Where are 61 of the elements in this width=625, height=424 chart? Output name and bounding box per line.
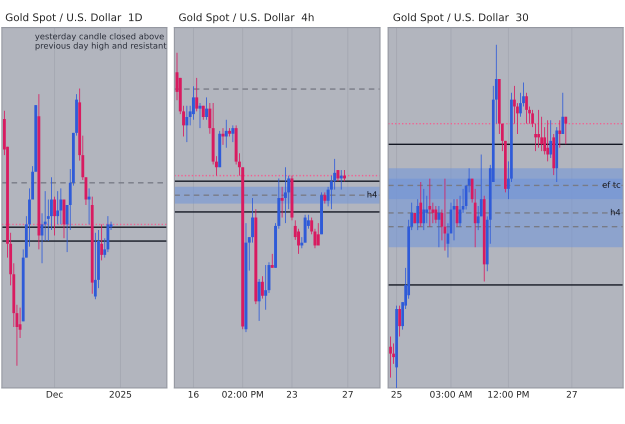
candlestick [444, 178, 446, 252]
candlestick [53, 196, 56, 236]
ref-line-label: h4 [610, 208, 620, 216]
candlestick [537, 110, 540, 148]
candlestick [561, 92, 564, 134]
candlestick [422, 188, 426, 230]
candlestick [231, 124, 234, 143]
candlestick [100, 224, 104, 261]
candlestick [251, 198, 254, 244]
text: yesterday candle closed above previous day high and resistant [35, 32, 166, 50]
x-tick-label: 25 [392, 390, 402, 398]
candlestick [340, 170, 343, 190]
candlestick [525, 92, 528, 124]
candlestick [452, 198, 456, 241]
candlestick [198, 102, 202, 129]
candlestick [195, 77, 198, 112]
candlestick [438, 206, 440, 248]
chart-title: Gold Spot / U.S. Dollar 1D [6, 13, 142, 24]
candlestick [343, 170, 346, 182]
candlestick [336, 170, 340, 182]
candlestick [222, 128, 224, 146]
ref-line-label: h4 [368, 191, 377, 198]
candlestick [416, 198, 420, 230]
candlestick [419, 182, 422, 228]
candlestick [456, 198, 458, 228]
x-tick-label: 2025 [110, 390, 132, 398]
candlestick [389, 336, 392, 378]
candlestick [284, 166, 287, 224]
candlestick [280, 186, 284, 218]
candlestick [264, 264, 268, 310]
ref-line-label: ef tc [602, 181, 620, 188]
candlestick [323, 192, 326, 204]
candlestick [185, 105, 188, 143]
candlestick [270, 253, 274, 268]
x-tick-label: 03:00 AM [430, 390, 472, 398]
candlestick [531, 110, 534, 128]
candlestick [260, 276, 264, 299]
x-tick-label: 16 [188, 390, 199, 398]
candlestick [398, 305, 401, 337]
candlestick [94, 232, 97, 300]
candlestick [549, 120, 552, 158]
candlestick [425, 195, 428, 224]
x-tick-label: 12:00 PM [488, 390, 529, 398]
chart-title: Gold Spot / U.S. Dollar 30 [393, 13, 528, 24]
x-tick-label: Dec [46, 391, 63, 398]
candlestick [202, 105, 205, 120]
candlestick [88, 188, 90, 225]
candlestick [428, 178, 432, 228]
x-tick-label: 02:00 PM [222, 390, 263, 398]
candlestick [224, 119, 228, 148]
x-tick-label: 23 [286, 390, 297, 398]
chart-title: Gold Spot / U.S. Dollar 4h [179, 13, 314, 24]
x-tick-label: 27 [342, 390, 353, 398]
candlestick [434, 206, 438, 224]
candlestick [258, 278, 261, 322]
candlestick [205, 96, 208, 120]
candlestick [558, 120, 562, 148]
x-tick-label: 27 [566, 390, 577, 398]
candlestick [534, 123, 537, 152]
candlestick [59, 188, 62, 225]
candlestick [546, 120, 550, 162]
